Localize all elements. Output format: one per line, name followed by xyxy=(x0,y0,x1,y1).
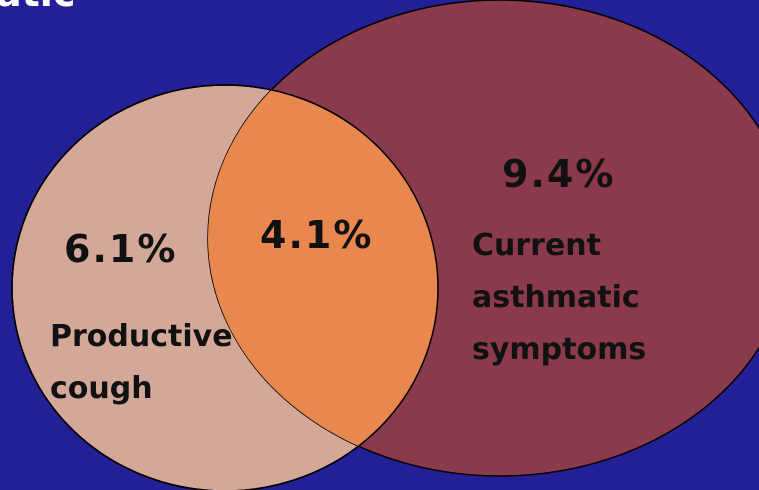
intersection-value: 4.1% xyxy=(260,213,373,257)
left-outline xyxy=(11,84,439,490)
title: atic xyxy=(0,0,75,15)
set-value: 9.4% xyxy=(502,152,615,196)
set-label: Productive xyxy=(50,319,233,354)
set-label: asthmatic xyxy=(472,280,640,315)
set-label: symptoms xyxy=(472,332,646,367)
set-value: 6.1% xyxy=(64,227,177,271)
set-label: cough xyxy=(50,371,153,406)
set-label: Current xyxy=(472,228,601,263)
